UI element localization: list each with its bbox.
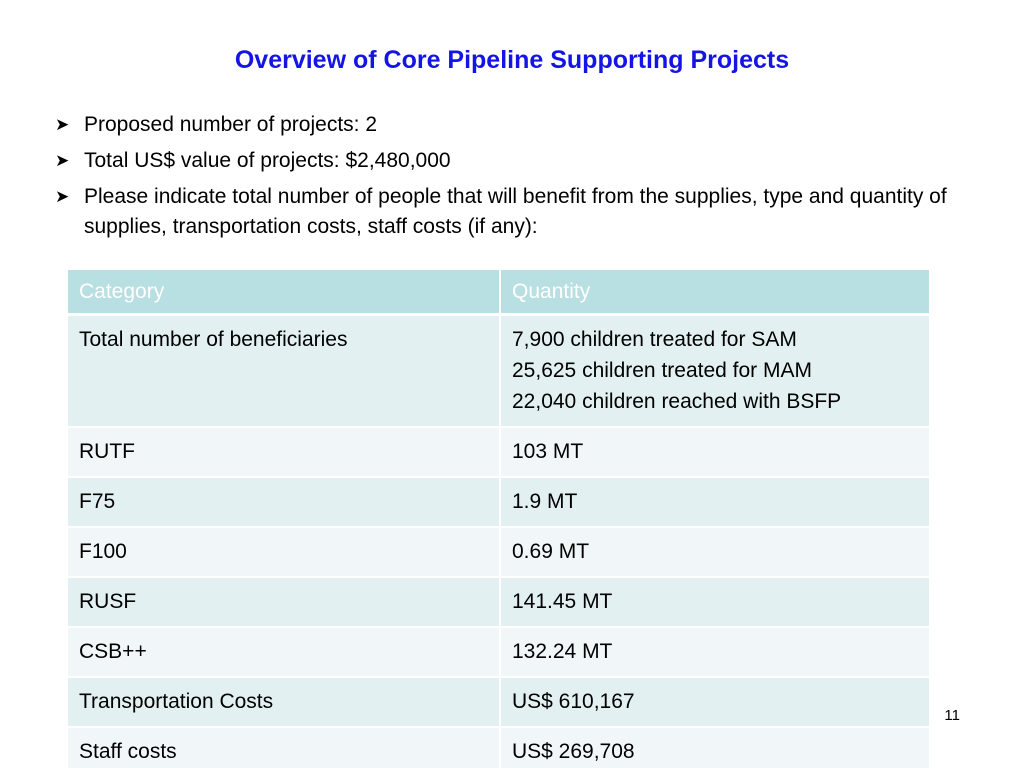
table-row: Staff costs US$ 269,708 — [68, 728, 931, 768]
table-row: Total number of beneficiaries 7,900 chil… — [68, 316, 931, 428]
cell-quantity: 141.45 MT — [501, 578, 931, 628]
quantity-line: 25,625 children treated for MAM — [512, 359, 812, 382]
table-row: RUTF 103 MT — [68, 428, 931, 478]
cell-category: CSB++ — [68, 628, 501, 678]
bullet-text: Proposed number of projects: 2 — [84, 113, 377, 136]
table-row: CSB++ 132.24 MT — [68, 628, 931, 678]
cell-quantity: 1.9 MT — [501, 478, 931, 528]
quantity-line: 22,040 children reached with BSFP — [512, 390, 842, 413]
cell-category: Staff costs — [68, 728, 501, 768]
cell-category: Transportation Costs — [68, 678, 501, 728]
table-row: RUSF 141.45 MT — [68, 578, 931, 628]
arrowhead-bullet-icon: ➤ — [55, 151, 70, 170]
bullet-item: ➤ Total US$ value of projects: $2,480,00… — [55, 146, 975, 176]
supplies-table: Category Quantity Total number of benefi… — [68, 270, 931, 768]
cell-quantity: 7,900 children treated for SAM 25,625 ch… — [501, 316, 931, 428]
table-row: F75 1.9 MT — [68, 478, 931, 528]
table-row: F100 0.69 MT — [68, 528, 931, 578]
table-header-row: Category Quantity — [68, 270, 931, 316]
cell-category: Total number of beneficiaries — [68, 316, 501, 428]
header-category: Category — [68, 270, 501, 316]
page-number: 11 — [944, 707, 960, 724]
arrowhead-bullet-icon: ➤ — [55, 187, 70, 206]
cell-category: RUTF — [68, 428, 501, 478]
slide-title: Overview of Core Pipeline Supporting Pro… — [234, 46, 790, 74]
arrowhead-bullet-icon: ➤ — [55, 115, 70, 134]
cell-category: F75 — [68, 478, 501, 528]
bullet-list: ➤ Proposed number of projects: 2 ➤ Total… — [55, 110, 975, 248]
cell-quantity: US$ 610,167 — [501, 678, 931, 728]
quantity-line: 7,900 children treated for SAM — [512, 328, 797, 351]
table-row: Transportation Costs US$ 610,167 — [68, 678, 931, 728]
bullet-text: Please indicate total number of people t… — [84, 185, 947, 238]
cell-category: F100 — [68, 528, 501, 578]
bullet-item: ➤ Proposed number of projects: 2 — [55, 110, 975, 140]
header-quantity: Quantity — [501, 270, 931, 316]
bullet-item: ➤ Please indicate total number of people… — [55, 182, 975, 242]
cell-quantity: US$ 269,708 — [501, 728, 931, 768]
cell-quantity: 0.69 MT — [501, 528, 931, 578]
cell-quantity: 132.24 MT — [501, 628, 931, 678]
cell-category: RUSF — [68, 578, 501, 628]
cell-quantity: 103 MT — [501, 428, 931, 478]
bullet-text: Total US$ value of projects: $2,480,000 — [84, 149, 451, 172]
